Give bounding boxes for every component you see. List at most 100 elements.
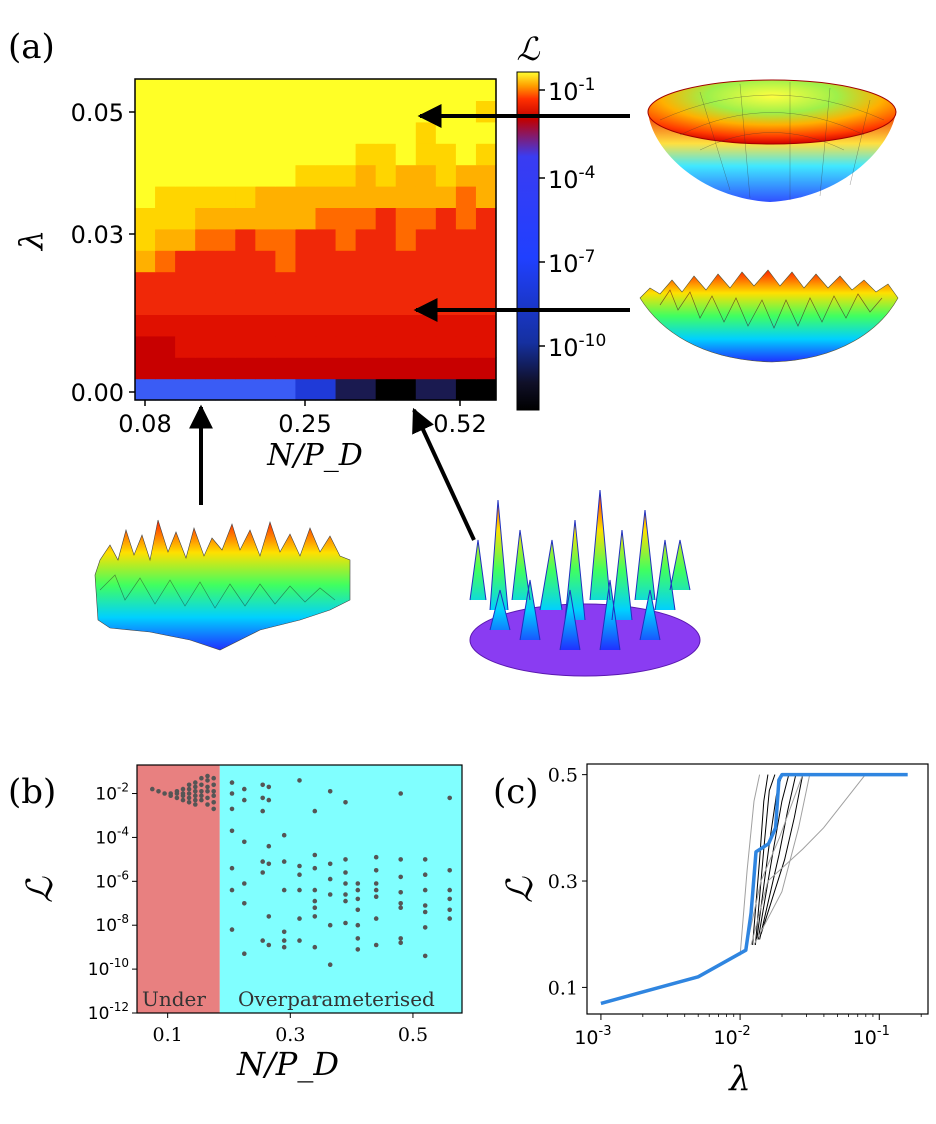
heatmap-cell	[275, 100, 297, 123]
heatmap-cell	[295, 143, 317, 166]
scatter-xlabel: N/P_D	[236, 1045, 339, 1083]
scatter-point	[180, 797, 186, 803]
scatter-point	[373, 894, 379, 899]
scatter-point	[229, 865, 235, 871]
heatmap-cell	[375, 271, 397, 294]
scatter-point	[447, 887, 453, 893]
scatter-point	[398, 940, 404, 946]
line-ytick-label: 0.5	[548, 765, 578, 787]
heatmap-cell	[295, 357, 317, 380]
heatmap-cell	[295, 293, 317, 315]
heatmap-cell	[255, 186, 276, 208]
heatmap-cell	[415, 164, 437, 187]
heatmap-cell	[275, 121, 297, 144]
heatmap-cell	[195, 228, 216, 251]
heatmap-cell	[475, 335, 497, 358]
scatter-point	[266, 861, 272, 867]
heatmap-cell	[295, 164, 317, 187]
heatmap-cell	[195, 293, 216, 315]
heatmap-cell	[455, 357, 477, 380]
scatter-point	[355, 947, 361, 952]
heatmap-cell	[195, 143, 216, 166]
heatmap-cell	[135, 378, 156, 401]
heatmap-cell	[295, 100, 317, 123]
heatmap-cell	[255, 207, 276, 230]
heatmap-cell	[235, 100, 256, 123]
scatter-point	[312, 905, 318, 910]
heatmap-cell	[395, 228, 417, 251]
scatter-point	[174, 791, 180, 796]
scatter-point	[447, 916, 453, 921]
heatmap-cell	[355, 250, 377, 273]
heatmap-cell	[355, 357, 377, 380]
heatmap-cell	[215, 79, 236, 101]
scatter-point	[242, 881, 247, 886]
heatmap-cell	[315, 271, 337, 294]
panel-label-c: (c)	[493, 772, 539, 812]
heatmap-cell	[135, 79, 156, 101]
heatmap-cell	[295, 314, 317, 337]
scatter-point	[193, 780, 198, 785]
heatmap-y-ticks: 0.05 0.03 0.00	[71, 99, 135, 407]
scatter-point	[343, 881, 348, 886]
region-under-label: Under	[142, 987, 206, 1011]
heatmap-cell	[415, 207, 437, 230]
heatmap-cell	[195, 314, 216, 337]
heatmap-cell	[275, 250, 297, 273]
thin-series-line	[739, 774, 761, 956]
heatmap-cell	[375, 357, 397, 380]
scatter-point	[229, 828, 235, 834]
scatter-point	[211, 775, 216, 781]
scatter-point	[242, 901, 247, 906]
heatmap-cell	[155, 335, 176, 358]
heatmap-cell	[475, 207, 497, 230]
scatter-point	[373, 887, 379, 893]
heatmap-cell	[455, 314, 477, 337]
heatmap-cell	[355, 164, 377, 187]
heatmap-cell	[235, 143, 256, 166]
scatter-point	[229, 780, 235, 785]
heatmap-cell	[175, 378, 196, 401]
heatmap-cell	[355, 100, 377, 123]
heatmap-cell	[155, 79, 176, 101]
heatmap-cell	[315, 143, 337, 166]
heatmap-cell	[435, 378, 457, 401]
heatmap-cell	[195, 79, 216, 101]
scatter-point	[398, 857, 404, 862]
heatmap-cell	[395, 250, 417, 273]
scatter-point	[327, 861, 333, 867]
scatter-ytick-label: 10-2	[95, 781, 129, 805]
heatmap-cell	[355, 271, 377, 294]
rough-bowl-illustration	[639, 269, 899, 363]
heatmap-cell	[435, 143, 457, 166]
scatter-point	[312, 898, 318, 904]
heatmap-cell	[295, 186, 317, 208]
heatmap-cell	[355, 186, 377, 208]
heatmap-cell	[175, 121, 196, 144]
heatmap-cell	[135, 250, 156, 273]
heatmap-cell	[235, 79, 256, 101]
heatmap-cell	[475, 100, 497, 123]
scatter-point	[229, 927, 235, 932]
thin-series-line	[759, 774, 797, 940]
line-ylabel: ℒ	[500, 876, 541, 903]
scatter-point	[281, 832, 287, 838]
heatmap-cell	[355, 293, 377, 315]
heatmap-cell	[215, 164, 236, 187]
heatmap-cell	[195, 378, 216, 401]
heatmap-cell	[295, 250, 317, 273]
heatmap-cell	[415, 100, 437, 123]
heatmap-cell	[215, 314, 236, 337]
heatmap-cell	[255, 228, 276, 251]
heatmap-cell	[315, 100, 337, 123]
scatter-point	[355, 907, 361, 913]
heatmap-cell	[355, 378, 377, 401]
line-xtick-label: 10-1	[853, 1024, 890, 1049]
heatmap-cell	[435, 207, 457, 230]
scatter-point	[312, 995, 318, 1000]
heatmap-cell	[395, 186, 417, 208]
heatmap-cell	[415, 357, 437, 380]
heatmap-cell	[315, 121, 337, 144]
heatmap-cell	[375, 100, 397, 123]
scatter-point	[447, 795, 453, 801]
